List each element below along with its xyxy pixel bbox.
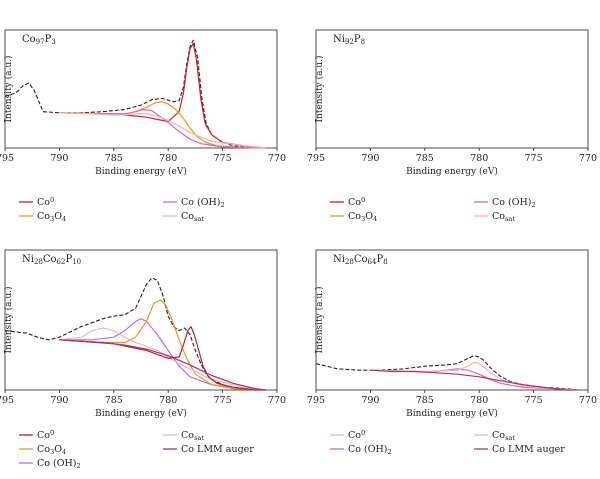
x-tick-label: 780 bbox=[159, 395, 177, 406]
series-fit-2 bbox=[370, 361, 578, 391]
series-fit-3 bbox=[370, 369, 578, 391]
x-tick-label: 790 bbox=[50, 395, 68, 406]
series-fit-2 bbox=[59, 101, 267, 149]
x-axis-label: Binding energy (eV) bbox=[95, 166, 187, 177]
x-axis-label: Binding energy (eV) bbox=[95, 408, 187, 419]
x-tick-label: 770 bbox=[268, 395, 286, 406]
x-tick-label: 780 bbox=[470, 395, 488, 406]
plot-frame bbox=[4, 249, 278, 391]
legend-entry: Co (OH)2 bbox=[37, 458, 81, 470]
series-fit-2 bbox=[59, 299, 267, 391]
series-fit-1 bbox=[59, 42, 267, 149]
series-fit-1 bbox=[59, 318, 267, 391]
series-fit-3 bbox=[59, 108, 267, 149]
plot-frame bbox=[4, 29, 278, 149]
legend-entry: Co0 bbox=[348, 429, 365, 441]
legend-entry: Co LMM auger bbox=[492, 444, 565, 455]
x-tick-label: 780 bbox=[470, 153, 488, 164]
legend-entry: Co0 bbox=[37, 429, 54, 441]
y-axis-label: Intensity (a.u.) bbox=[314, 55, 325, 122]
x-tick-label: 795 bbox=[0, 395, 14, 406]
series-fit-3 bbox=[59, 327, 267, 391]
legend-entry: Co (OH)2 bbox=[181, 197, 225, 209]
x-tick-label: 785 bbox=[105, 153, 123, 164]
legend-entry: Co LMM auger bbox=[181, 444, 254, 455]
x-tick-label: 795 bbox=[307, 395, 325, 406]
legend-entry: Co3O4 bbox=[348, 211, 377, 223]
legend-entry: Co (OH)2 bbox=[492, 197, 536, 209]
x-tick-label: 775 bbox=[214, 153, 232, 164]
x-tick-label: 795 bbox=[0, 153, 14, 164]
legend-entry: Cosat bbox=[492, 211, 515, 223]
panel-title: Co97P3 bbox=[22, 34, 56, 46]
x-tick-label: 790 bbox=[361, 153, 379, 164]
legend-entry: Cosat bbox=[181, 211, 204, 223]
x-tick-label: 770 bbox=[579, 395, 597, 406]
x-tick-label: 785 bbox=[416, 153, 434, 164]
series-fit-5 bbox=[59, 339, 267, 391]
chart-panel-4: 795 790 785 780 775 770 Binding energy (eV) Int… bbox=[307, 249, 597, 456]
series-fit-4 bbox=[59, 112, 267, 149]
x-tick-label: 770 bbox=[579, 153, 597, 164]
y-axis-label: Intensity (a.u.) bbox=[3, 55, 14, 122]
x-tick-label: 775 bbox=[525, 395, 543, 406]
panel-title: Ni28Co62P10 bbox=[22, 254, 81, 266]
y-axis-label: Intensity (a.u.) bbox=[314, 286, 325, 353]
x-axis-label: Binding energy (eV) bbox=[406, 166, 498, 177]
legend-entry: Co3O4 bbox=[37, 444, 66, 456]
x-tick-label: 785 bbox=[416, 395, 434, 406]
chart-panel-1: 795 790 785 780 775 770 Binding energy (eV) Int… bbox=[0, 29, 286, 223]
x-tick-label: 775 bbox=[214, 395, 232, 406]
y-axis-label: Intensity (a.u.) bbox=[3, 286, 14, 353]
plot-frame bbox=[315, 249, 589, 391]
legend-entry: Co0 bbox=[37, 196, 54, 208]
series-measured bbox=[4, 277, 267, 391]
x-tick-label: 780 bbox=[159, 153, 177, 164]
legend-entry: Cosat bbox=[181, 430, 204, 442]
x-tick-label: 795 bbox=[307, 153, 325, 164]
plot-frame bbox=[315, 29, 589, 149]
legend-entry: Co (OH)2 bbox=[348, 444, 392, 456]
series-measured bbox=[4, 39, 267, 149]
chart-panel-2: 795 790 785 780 775 770 Binding energy (eV) Int… bbox=[307, 29, 597, 223]
x-tick-label: 785 bbox=[105, 395, 123, 406]
x-tick-label: 775 bbox=[525, 153, 543, 164]
series-fit-4 bbox=[59, 326, 267, 391]
x-tick-label: 790 bbox=[50, 153, 68, 164]
x-axis-label: Binding energy (eV) bbox=[406, 408, 498, 419]
chart-panel-3: 795 790 785 780 775 770 Binding energy (eV) Int… bbox=[0, 249, 286, 470]
x-tick-label: 770 bbox=[268, 153, 286, 164]
panel-title: Ni92P8 bbox=[333, 34, 365, 46]
x-tick-label: 790 bbox=[361, 395, 379, 406]
panel-title: Ni28Co64P8 bbox=[333, 254, 388, 266]
legend-entry: Cosat bbox=[492, 430, 515, 442]
legend-entry: Co3O4 bbox=[37, 211, 66, 223]
series-measured bbox=[315, 355, 578, 391]
legend-entry: Co0 bbox=[348, 196, 365, 208]
